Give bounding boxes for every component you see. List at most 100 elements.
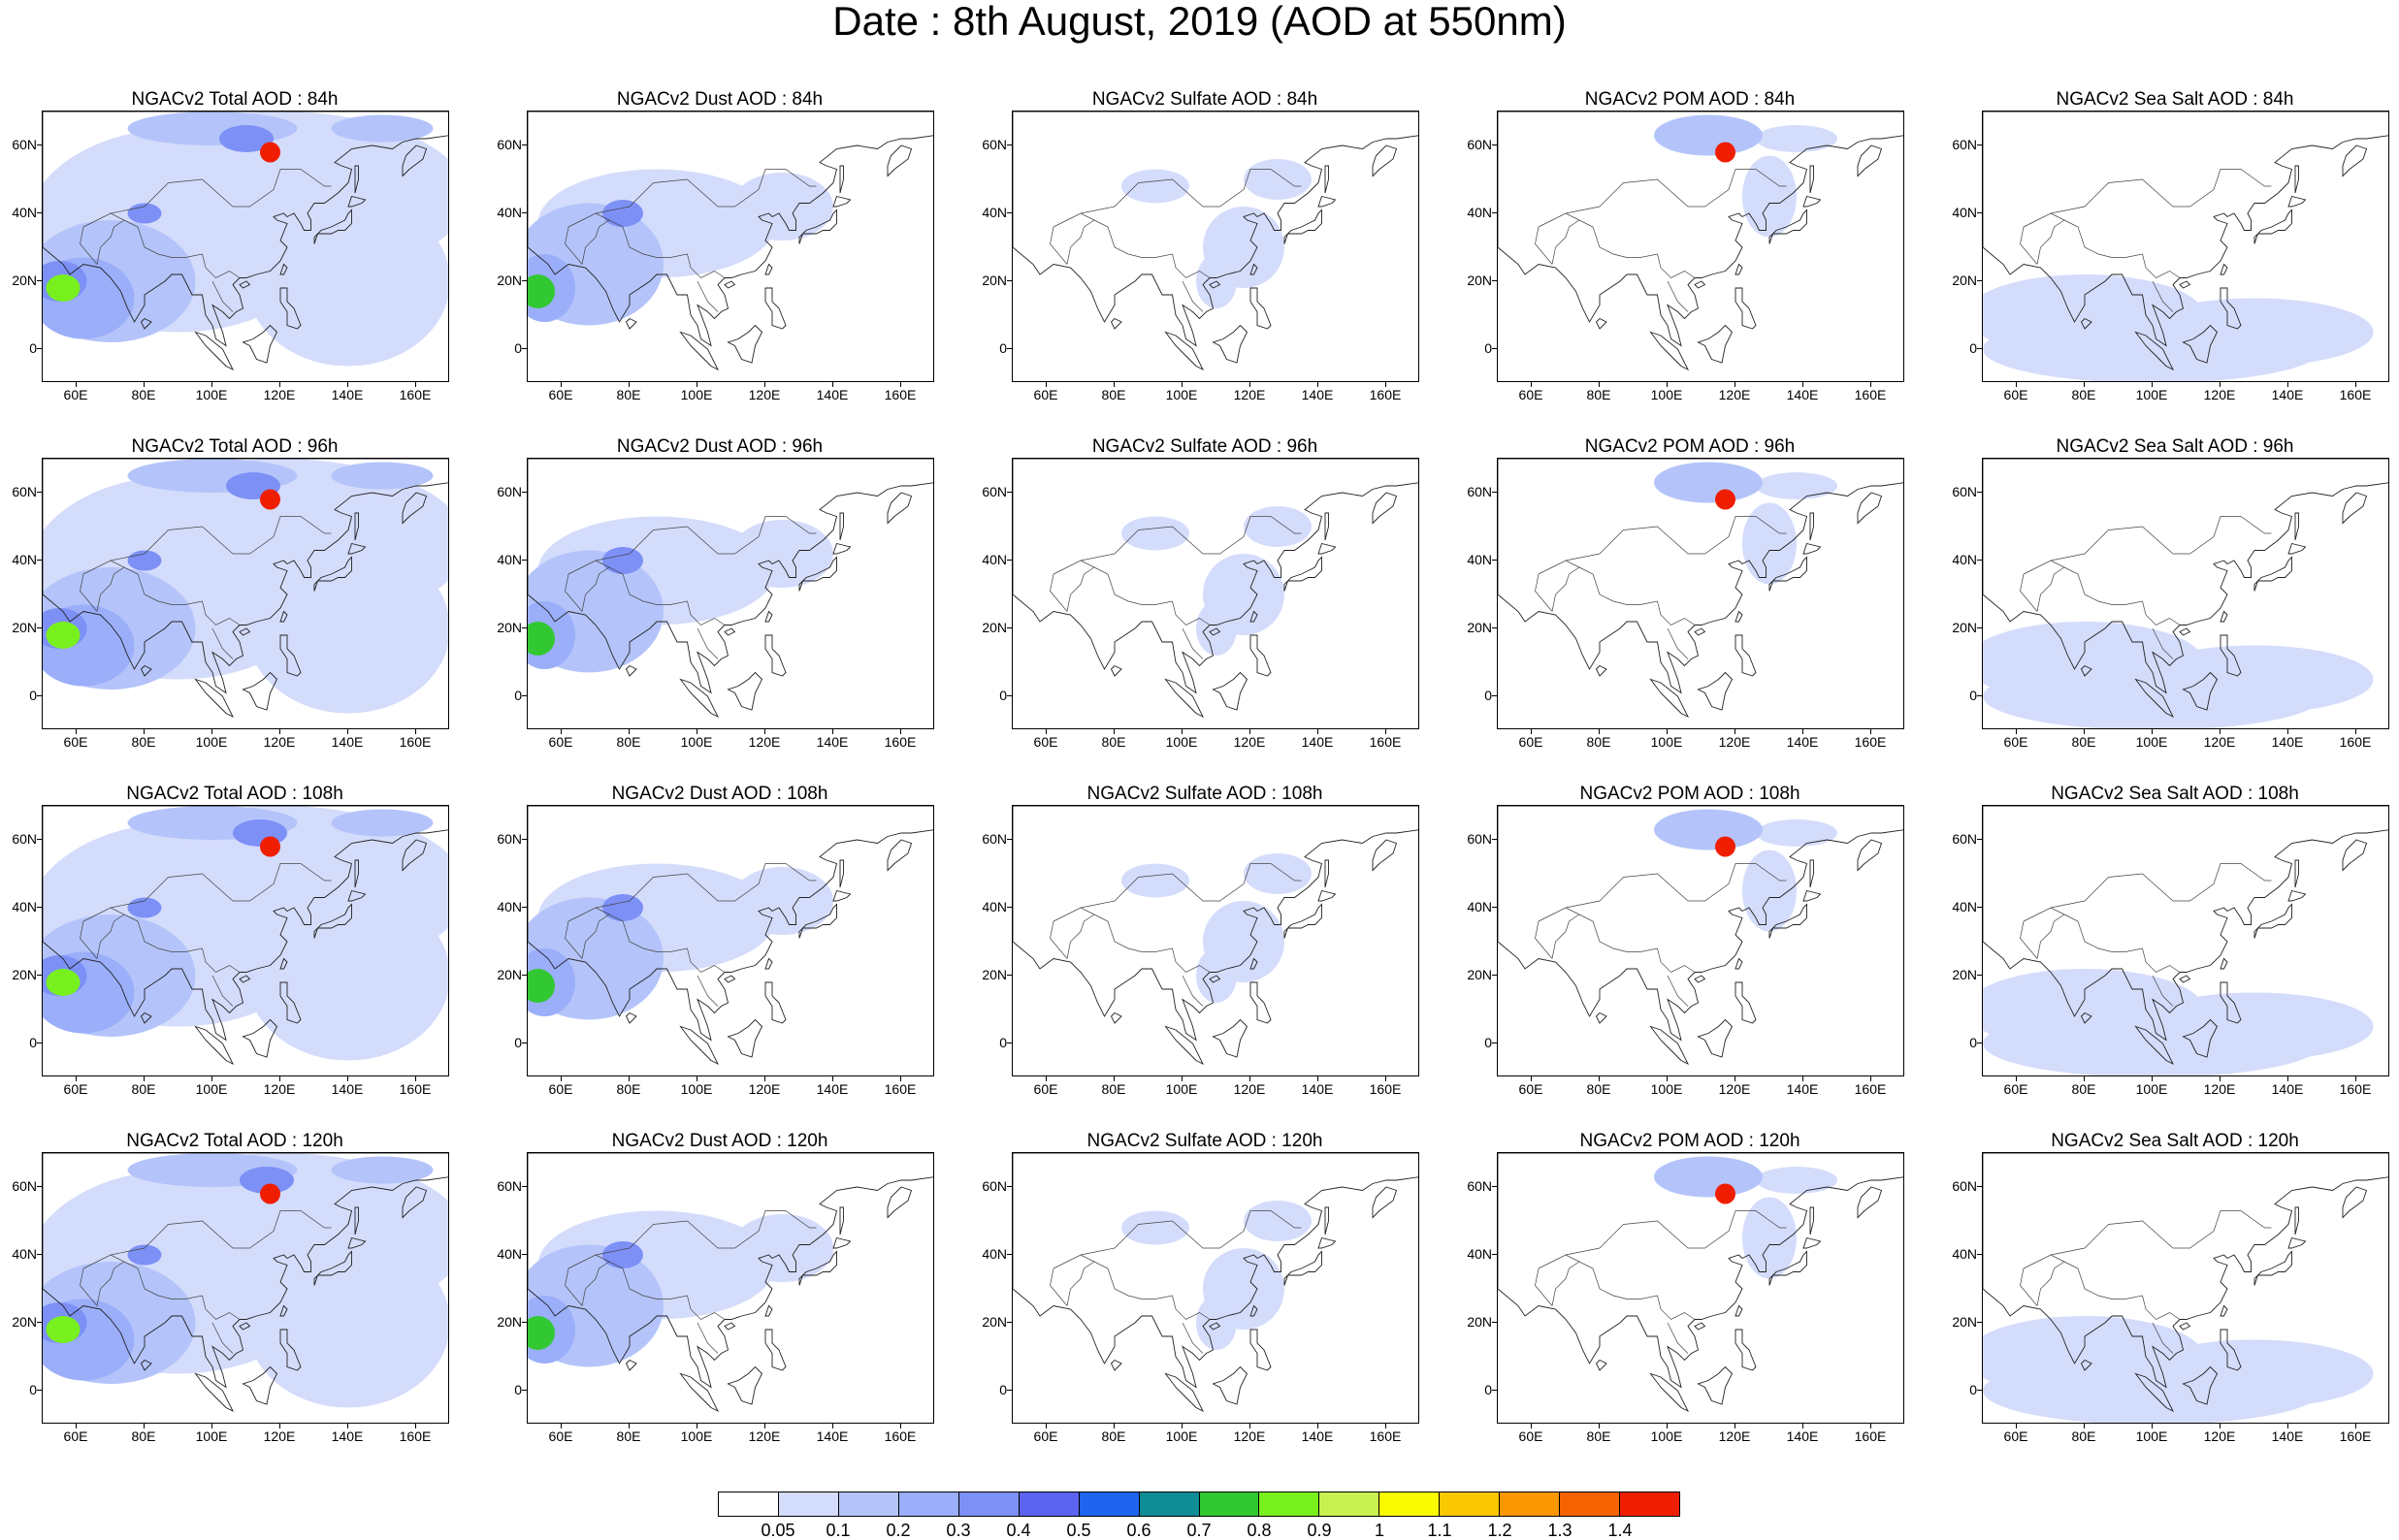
country-border bbox=[1667, 975, 1689, 1007]
aod-field bbox=[46, 274, 81, 302]
lon-tick-label: 100E bbox=[1165, 387, 1198, 402]
lon-tick-label: 100E bbox=[1165, 1081, 1198, 1097]
lat-tick bbox=[37, 348, 42, 349]
coastline bbox=[764, 981, 787, 1024]
coastline bbox=[2080, 1011, 2092, 1024]
lon-tick bbox=[1182, 1076, 1183, 1081]
coastline bbox=[679, 331, 720, 371]
coastline bbox=[2294, 859, 2299, 888]
coastline bbox=[313, 556, 352, 592]
lon-tick bbox=[1870, 1424, 1871, 1428]
lat-tick bbox=[37, 907, 42, 908]
coastline bbox=[764, 1329, 787, 1371]
coastline bbox=[242, 1365, 278, 1405]
lon-tick bbox=[764, 729, 765, 734]
lon-tick-label: 60E bbox=[1033, 387, 1058, 402]
lon-tick bbox=[832, 382, 833, 387]
country-border bbox=[2050, 169, 2272, 214]
panel-title: NGACv2 Dust AOD : 120h bbox=[611, 1131, 828, 1151]
aod-field bbox=[260, 836, 280, 857]
coastline bbox=[2253, 209, 2292, 244]
lon-tick bbox=[900, 382, 901, 387]
coastline bbox=[1212, 1365, 1248, 1405]
lat-tick bbox=[1007, 280, 1012, 281]
lon-tick bbox=[832, 1424, 833, 1428]
aod-map bbox=[43, 112, 448, 371]
lon-tick bbox=[1802, 382, 1803, 387]
lon-tick-label: 60E bbox=[63, 387, 88, 402]
country-border bbox=[697, 280, 719, 312]
coastline bbox=[1498, 1153, 1903, 1389]
coastline bbox=[1802, 889, 1822, 902]
lat-tick bbox=[1977, 695, 1982, 696]
lat-tick-label: 0 bbox=[29, 340, 37, 356]
country-border bbox=[2036, 566, 2065, 612]
lon-tick-label: 60E bbox=[63, 1081, 88, 1097]
lon-tick-label: 140E bbox=[816, 1081, 849, 1097]
country-border bbox=[1080, 169, 1302, 214]
coastline bbox=[2134, 678, 2175, 719]
country-border bbox=[1565, 516, 1787, 561]
lat-tick-label: 20N bbox=[12, 620, 37, 635]
lat-tick bbox=[522, 348, 527, 349]
country-border bbox=[1538, 560, 1696, 626]
coastline bbox=[242, 1018, 278, 1058]
country-border bbox=[1538, 907, 1696, 973]
coastline bbox=[1694, 627, 1706, 636]
coastline bbox=[2179, 975, 2191, 983]
lat-tick-label: 20N bbox=[982, 1314, 1007, 1330]
country-border bbox=[110, 516, 332, 561]
lon-tick-label: 160E bbox=[399, 387, 432, 402]
lat-tick bbox=[1492, 144, 1497, 145]
lon-tick bbox=[1385, 729, 1386, 734]
coastline bbox=[528, 806, 933, 1042]
lon-tick bbox=[76, 382, 77, 387]
country-border bbox=[110, 1210, 332, 1256]
coastline bbox=[1110, 664, 1122, 677]
aod-field bbox=[1983, 662, 2322, 728]
coastline bbox=[1498, 112, 1903, 347]
lon-tick-label: 140E bbox=[1301, 1428, 1334, 1444]
panel-title: NGACv2 Sulfate AOD : 84h bbox=[1091, 89, 1318, 110]
country-border bbox=[581, 1261, 610, 1306]
country-border bbox=[1538, 212, 1696, 278]
aod-field bbox=[331, 462, 434, 490]
coastline bbox=[1649, 1025, 1690, 1066]
lon-tick-label: 80E bbox=[1586, 387, 1611, 402]
lat-tick-label: 20N bbox=[982, 273, 1007, 288]
lon-tick-label: 160E bbox=[1854, 1428, 1887, 1444]
coastline bbox=[43, 112, 448, 347]
country-border bbox=[96, 566, 125, 612]
lon-tick bbox=[1114, 1076, 1115, 1081]
lat-tick bbox=[37, 1390, 42, 1391]
colorbar-label: 1 bbox=[1374, 1521, 1384, 1540]
lon-tick-label: 80E bbox=[1101, 734, 1126, 750]
panel-title: NGACv2 Total AOD : 120h bbox=[126, 1131, 343, 1151]
colorbar-label: 0.4 bbox=[1006, 1521, 1031, 1540]
lat-tick-label: 20N bbox=[1467, 1314, 1492, 1330]
lon-tick bbox=[1531, 1076, 1532, 1081]
colorbar-label: 0.6 bbox=[1126, 1521, 1151, 1540]
country-border bbox=[565, 1267, 583, 1306]
lon-tick bbox=[2220, 1076, 2221, 1081]
aod-map bbox=[1013, 112, 1418, 371]
panel-title: NGACv2 POM AOD : 108h bbox=[1579, 784, 1800, 804]
lon-tick-label: 100E bbox=[2135, 1081, 2168, 1097]
coastline bbox=[2182, 324, 2219, 364]
lat-tick-label: 40N bbox=[497, 552, 522, 567]
coastline bbox=[402, 839, 428, 872]
panel-title: NGACv2 Dust AOD : 84h bbox=[616, 89, 824, 110]
lat-tick-label: 0 bbox=[514, 1035, 522, 1050]
coastline bbox=[1164, 1025, 1205, 1066]
aod-field bbox=[1244, 1201, 1312, 1241]
map-panel: NGACv2 Dust AOD : 120h 60N 40N 20N 0 60E 80E 10… bbox=[485, 1131, 941, 1478]
lat-tick-label: 20N bbox=[982, 967, 1007, 982]
coastline bbox=[1768, 903, 1807, 939]
coastline bbox=[1595, 1359, 1607, 1371]
map-frame bbox=[1982, 1152, 2389, 1424]
map-panel: NGACv2 POM AOD : 96h 60N 40N 20N 0 60E 80E 100E… bbox=[1455, 436, 1911, 784]
coastline bbox=[1734, 957, 1743, 970]
aod-field bbox=[602, 1241, 643, 1268]
coastline bbox=[1283, 556, 1322, 592]
lon-tick-label: 120E bbox=[263, 387, 296, 402]
